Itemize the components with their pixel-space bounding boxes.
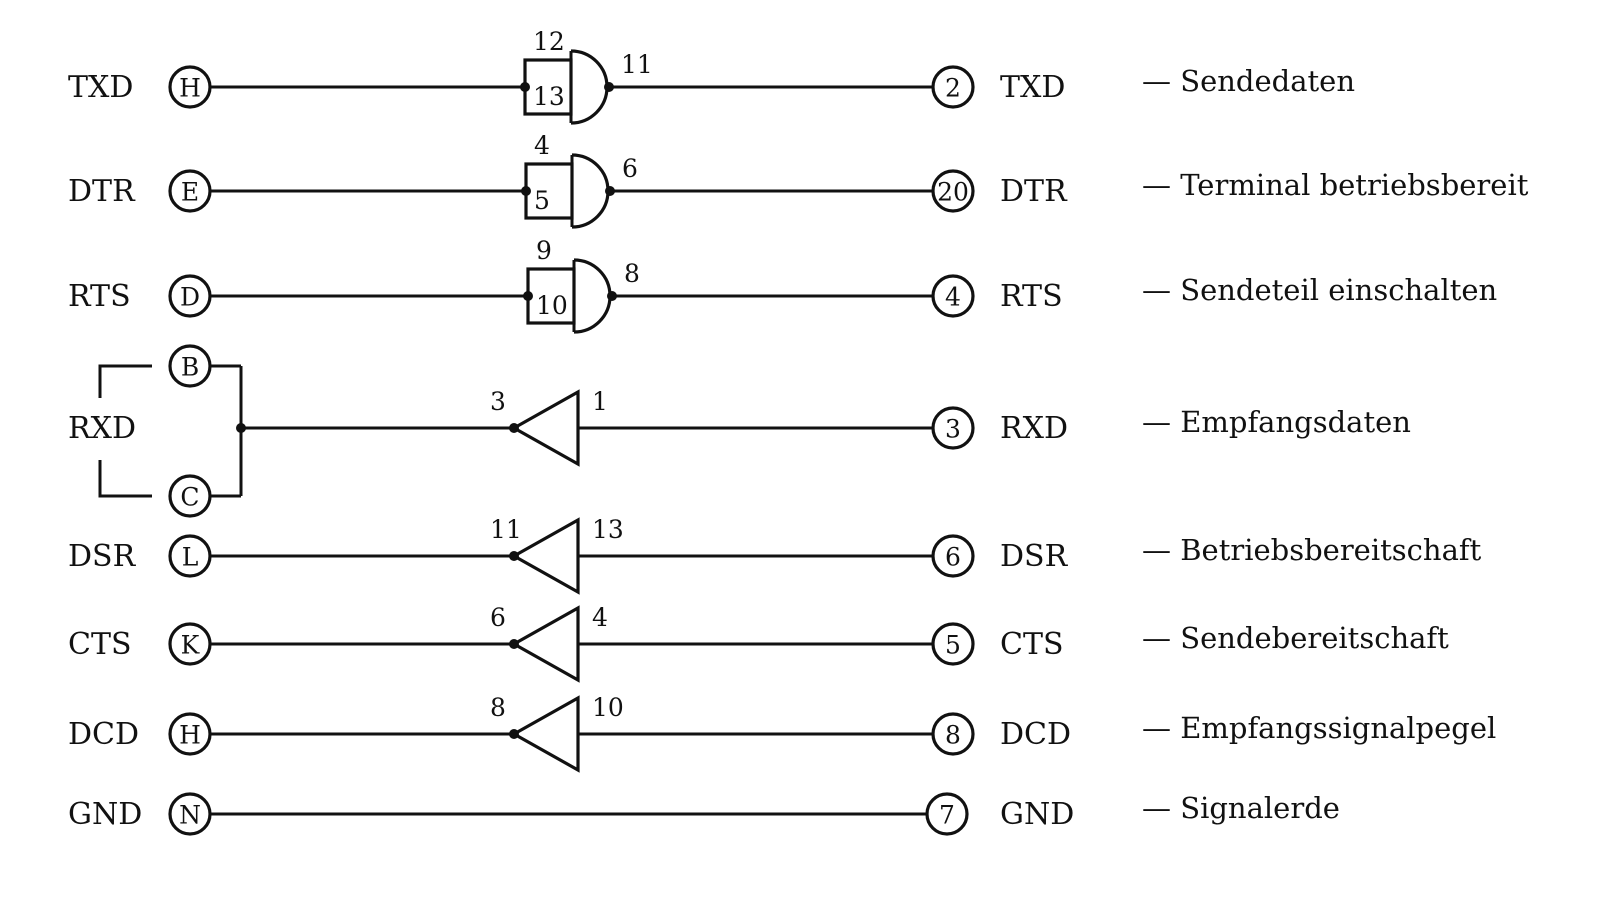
row-dcd-6-pin-out: 8 xyxy=(490,693,506,722)
row-txd-0-right-label: TXD xyxy=(1000,70,1065,105)
row-gnd-7-right-terminal-label: 7 xyxy=(939,801,955,830)
row-cts-5-left-terminal-circle xyxy=(168,622,212,666)
row-cts-5-left-label: CTS xyxy=(68,627,132,662)
row-rxd-3-bracket-top xyxy=(98,364,152,398)
row-txd-0-right-terminal-circle xyxy=(931,65,975,109)
row-txd-0-left-label: TXD xyxy=(68,70,133,105)
row-txd-0-pin-in-a: 12 xyxy=(533,27,565,56)
row-dcd-6-right-label: DCD xyxy=(1000,717,1071,752)
row-dtr-1-output-dot xyxy=(605,186,615,196)
row-dtr-1-right-terminal-label: 20 xyxy=(937,178,969,207)
row-rts-2-right-label: RTS xyxy=(1000,279,1063,314)
row-gnd-7-left-terminal-circle xyxy=(168,792,212,836)
row-rxd-3-join-dot xyxy=(236,423,246,433)
row-rts-2-pin-out: 8 xyxy=(624,259,640,288)
row-dtr-1-right-label: DTR xyxy=(1000,174,1068,209)
row-rxd-3-right-terminal-circle xyxy=(931,406,975,450)
row-rts-2-left-terminal-label: D xyxy=(180,283,200,312)
row-cts-5-right-terminal-label: 5 xyxy=(945,631,961,660)
row-rts-2-left-label: RTS xyxy=(68,279,131,314)
row-cts-5-left-terminal-label: K xyxy=(181,631,201,660)
row-dsr-4-buffer-triangle xyxy=(510,517,580,595)
row-dsr-4-left-label: DSR xyxy=(68,539,137,574)
row-dsr-4-right-terminal-circle xyxy=(931,534,975,578)
row-rxd-3-bracket-bottom xyxy=(98,460,152,498)
row-cts-5-right-terminal-circle xyxy=(931,622,975,666)
row-rts-2-description: — Sendeteil einschalten xyxy=(1142,273,1497,307)
row-dcd-6-pin-in: 10 xyxy=(592,693,624,722)
row-rts-2-nand-arc xyxy=(573,258,612,334)
row-dsr-4-output-dot xyxy=(509,551,519,561)
row-dsr-4-left-terminal-circle xyxy=(168,534,212,578)
row-gnd-7-right-terminal-circle xyxy=(925,792,969,836)
row-txd-0-pin-out: 11 xyxy=(621,50,653,79)
row-rts-2-left-terminal-circle xyxy=(168,274,212,318)
row-dcd-6-output-dot xyxy=(509,729,519,739)
row-rxd-3-left-terminal-bottom-label: C xyxy=(180,483,199,512)
row-rts-2-right-terminal-circle xyxy=(931,274,975,318)
row-rxd-3-pin-out: 3 xyxy=(490,387,506,416)
row-dtr-1-left-terminal-circle xyxy=(168,169,212,213)
row-dtr-1-nand-arc xyxy=(571,153,610,229)
row-cts-5-description: — Sendebereitschaft xyxy=(1142,621,1449,655)
row-cts-5-right-label: CTS xyxy=(1000,627,1064,662)
row-rxd-3-description: — Empfangsdaten xyxy=(1142,405,1411,439)
row-dcd-6-buffer-triangle xyxy=(510,695,580,773)
row-gnd-7-description: — Signalerde xyxy=(1142,791,1340,825)
row-rxd-3-pin-in: 1 xyxy=(592,387,608,416)
row-dsr-4-left-terminal-label: L xyxy=(182,543,199,572)
row-gnd-7-left-label: GND xyxy=(68,797,142,832)
row-dcd-6-right-terminal-circle xyxy=(931,712,975,756)
row-dcd-6-left-terminal-label: H xyxy=(179,721,201,750)
row-rts-2-input-dot xyxy=(523,291,533,301)
row-dsr-4-right-label: DSR xyxy=(1000,539,1069,574)
row-dcd-6-left-label: DCD xyxy=(68,717,139,752)
row-gnd-7-right-label: GND xyxy=(1000,797,1074,832)
row-dtr-1-pin-in-b: 5 xyxy=(534,186,550,215)
row-dsr-4-right-terminal-label: 6 xyxy=(945,543,961,572)
row-rxd-3-left-terminal-top-circle xyxy=(168,344,212,388)
row-dtr-1-input-dot xyxy=(521,186,531,196)
row-dcd-6-description: — Empfangssignalpegel xyxy=(1142,711,1496,745)
row-cts-5-pin-in: 4 xyxy=(592,603,608,632)
row-txd-0-left-terminal-label: H xyxy=(179,74,201,103)
row-dsr-4-pin-out: 11 xyxy=(490,515,522,544)
row-rxd-3-right-label: RXD xyxy=(1000,411,1068,446)
row-rts-2-right-terminal-label: 4 xyxy=(945,283,961,312)
row-rts-2-output-dot xyxy=(607,291,617,301)
row-rxd-3-right-terminal-label: 3 xyxy=(945,415,961,444)
row-txd-0-nand-arc xyxy=(570,49,609,125)
row-dtr-1-right-terminal-circle xyxy=(931,169,975,213)
row-rts-2-pin-in-b: 10 xyxy=(536,291,568,320)
row-dtr-1-pin-in-a: 4 xyxy=(534,131,550,160)
row-rts-2-nand-input-box xyxy=(526,267,576,325)
row-dsr-4-description: — Betriebsbereitschaft xyxy=(1142,533,1482,567)
row-dcd-6-left-terminal-circle xyxy=(168,712,212,756)
row-rxd-3-output-dot xyxy=(509,423,519,433)
row-dcd-6-right-terminal-label: 8 xyxy=(945,721,961,750)
row-cts-5-pin-out: 6 xyxy=(490,603,506,632)
row-rts-2-pin-in-a: 9 xyxy=(536,236,552,265)
row-gnd-7-left-terminal-label: N xyxy=(179,801,201,830)
row-txd-0-input-dot xyxy=(520,82,530,92)
row-cts-5-output-dot xyxy=(509,639,519,649)
row-txd-0-description: — Sendedaten xyxy=(1142,64,1355,98)
row-txd-0-right-terminal-label: 2 xyxy=(945,74,961,103)
row-dtr-1-left-terminal-label: E xyxy=(181,178,199,207)
row-dtr-1-pin-out: 6 xyxy=(622,154,638,183)
row-dtr-1-nand-input-box xyxy=(524,162,574,220)
row-dtr-1-description: — Terminal betriebsbereit xyxy=(1142,168,1529,202)
row-rxd-3-left-terminal-top-label: B xyxy=(181,353,199,382)
row-txd-0-left-terminal-circle xyxy=(168,65,212,109)
row-txd-0-pin-in-b: 13 xyxy=(533,82,565,111)
row-dsr-4-pin-in: 13 xyxy=(592,515,624,544)
row-rxd-3-buffer-triangle xyxy=(510,389,580,467)
row-dtr-1-left-label: DTR xyxy=(68,174,136,209)
row-txd-0-output-dot xyxy=(604,82,614,92)
row-rxd-3-left-terminal-bottom-circle xyxy=(168,474,212,518)
row-rxd-3-left-label: RXD xyxy=(68,411,136,446)
row-cts-5-buffer-triangle xyxy=(510,605,580,683)
